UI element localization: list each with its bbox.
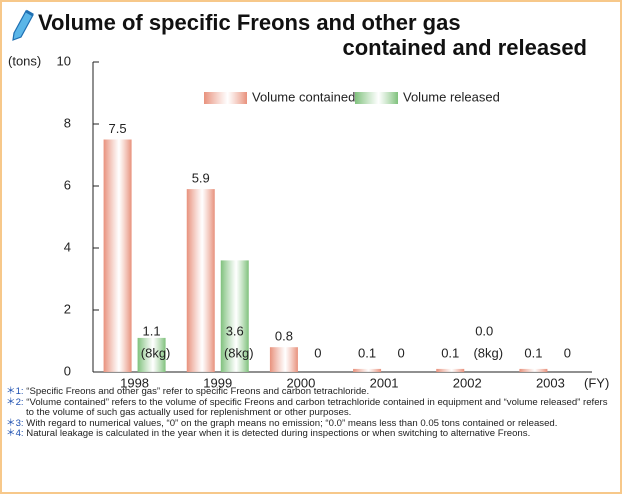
legend-label: Volume contained	[252, 89, 355, 104]
value-label: 0.1	[358, 345, 376, 360]
legend-label: Volume released	[403, 89, 500, 104]
note-text: With regard to numerical values, “0” on …	[26, 417, 558, 429]
legend-swatch	[204, 92, 247, 104]
x-tick-label: 2002	[453, 375, 482, 390]
value-label: 5.9	[192, 171, 210, 186]
note-text: Natural leakage is calculated in the yea…	[26, 428, 531, 440]
x-tick-label: 2003	[536, 375, 565, 390]
note-mark: ＊2:	[6, 396, 24, 408]
note: ＊4: Natural leakage is calculated in the…	[6, 429, 612, 440]
notes: ＊1: “Specific Freons and other gas” refe…	[6, 386, 612, 440]
value-label: 0.1	[524, 345, 542, 360]
note-mark: ＊3:	[6, 417, 24, 429]
annotation: (8kg)	[141, 345, 171, 360]
note: ＊1: “Specific Freons and other gas” refe…	[6, 386, 612, 398]
x-tick-label: 2001	[370, 375, 399, 390]
annotation: (8kg)	[473, 345, 503, 360]
value-label: 0.0	[475, 323, 493, 338]
y-tick-label: 6	[64, 177, 71, 192]
bar	[269, 347, 298, 372]
x-axis-label: (FY)	[584, 375, 609, 390]
note: ＊3: With regard to numerical values, “0”…	[6, 417, 612, 430]
x-tick-label: 1999	[203, 375, 232, 390]
value-label: 3.6	[226, 323, 244, 338]
pencil-icon	[12, 9, 34, 41]
note: ＊2: “Volume contained” refers to the vol…	[6, 396, 612, 419]
bar	[353, 368, 382, 372]
value-label: 1.1	[143, 323, 161, 338]
note-mark: ＊1:	[6, 386, 24, 397]
bar	[137, 337, 166, 372]
x-tick-label: 1998	[120, 375, 149, 390]
value-label: 0	[314, 345, 321, 360]
bar	[103, 139, 132, 372]
chart-title: contained and released	[342, 35, 587, 60]
bar	[220, 260, 249, 372]
chart-title: Volume of specific Freons and other gas	[38, 10, 461, 35]
y-tick-label: 8	[64, 115, 71, 130]
value-label: 0	[564, 345, 571, 360]
note-mark: ＊4:	[6, 428, 24, 440]
bar	[186, 189, 215, 372]
value-label: 0.8	[275, 329, 293, 344]
x-tick-label: 2000	[286, 375, 315, 390]
y-axis-label: (tons)	[8, 53, 41, 68]
bar	[436, 368, 465, 372]
annotation: (8kg)	[224, 345, 254, 360]
y-tick-label: 0	[64, 363, 71, 378]
note-text: “Volume contained” refers to the volume …	[26, 396, 608, 419]
value-label: 7.5	[109, 121, 127, 136]
y-tick-label: 10	[57, 53, 71, 68]
value-label: 0	[397, 345, 404, 360]
y-tick-label: 4	[64, 239, 71, 254]
value-label: 0.1	[441, 345, 459, 360]
y-tick-label: 2	[64, 301, 71, 316]
note-text: “Specific Freons and other gas” refer to…	[26, 386, 370, 397]
bar	[519, 368, 548, 372]
legend-swatch	[355, 92, 398, 104]
